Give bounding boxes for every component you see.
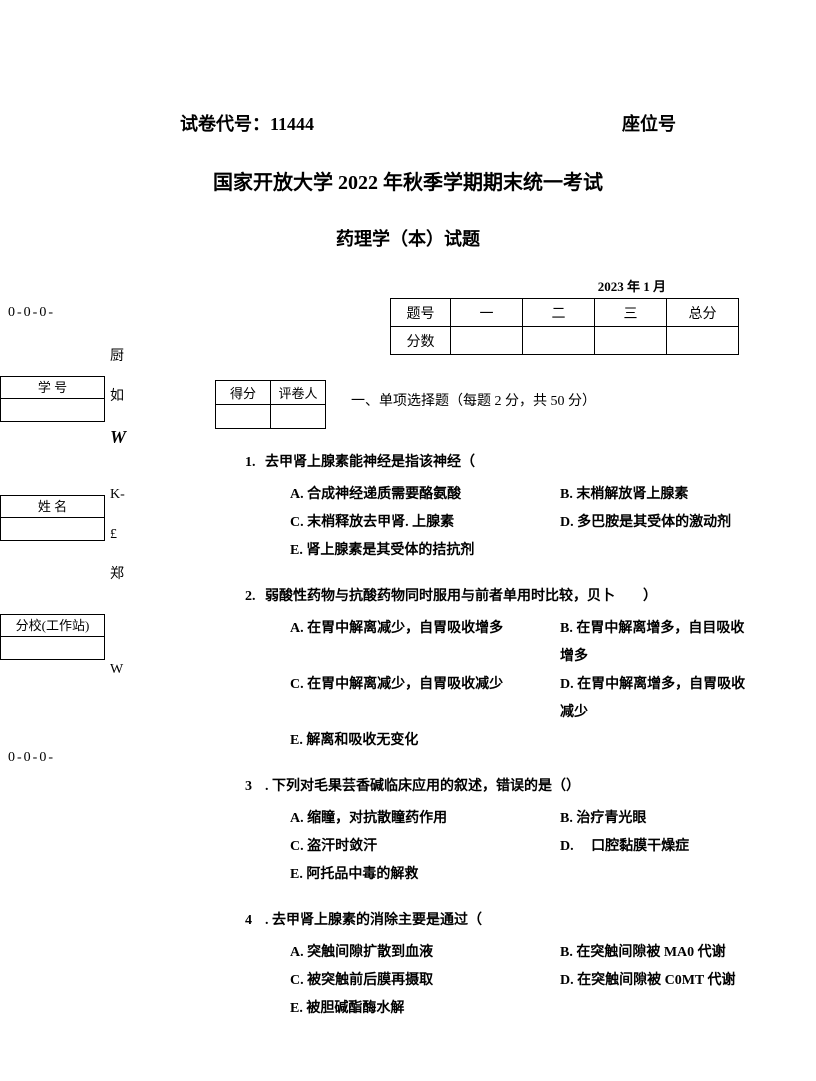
option-row: A. 合成神经递质需要酪氨酸B. 末梢解放肾上腺素 — [290, 481, 756, 509]
th-label: 题号 — [391, 299, 451, 327]
question: 2.弱酸性药物与抗酸药物同时服用与前者单用时比较，贝卜 ） A. 在胃中解离减少，… — [245, 583, 756, 755]
option: D. 口腔黏膜干燥症 — [560, 833, 756, 861]
question-stem: 4. 去甲肾上腺素的消除主要是通过（ — [245, 907, 756, 935]
section-header: 得分 评卷人 一、单项选择题（每题 2 分，共 50 分） — [215, 380, 756, 429]
section-title: 一、单项选择题（每题 2 分，共 50 分） — [351, 380, 596, 410]
option: A. 突触间隙扩散到血液 — [290, 939, 560, 967]
campus-field[interactable] — [1, 637, 104, 659]
binding-sidebar: 0-0-0- 厨 如 W K- £ 郑 W 学 号 姓 名 分校(工作站) 0-… — [0, 305, 140, 774]
cut-marker: 0-0-0- — [8, 305, 140, 321]
th-total: 总分 — [667, 299, 739, 327]
options: A. 在胃中解离减少，自胃吸收增多B. 在胃中解离增多，自目吸收增多C. 在胃中… — [290, 615, 756, 755]
table-row: 题号 一 二 三 总分 — [391, 299, 739, 327]
question: 3. 下列对毛果芸香碱临床应用的叙述，错误的是（） A. 缩瞳，对抗散瞳药作用B.… — [245, 773, 756, 889]
option-row: C. 被突触前后膜再摄取D. 在突触间隙被 C0MT 代谢 — [290, 967, 756, 995]
score-cell[interactable] — [216, 405, 271, 429]
option: C. 盗汗时敛汗 — [290, 833, 560, 861]
score-cell[interactable] — [595, 327, 667, 355]
cut-marker: 0-0-0- — [8, 750, 140, 766]
seat-label: 座位号 — [622, 110, 676, 136]
questions-container: 1.去甲肾上腺素能神经是指该神经（ A. 合成神经递质需要酪氨酸B. 末梢解放肾上… — [215, 449, 756, 1023]
campus-box: 分校(工作站) — [0, 614, 105, 660]
side-char: W — [110, 417, 126, 457]
th-col: 三 — [595, 299, 667, 327]
option: D. 在突触间隙被 C0MT 代谢 — [560, 967, 756, 995]
score-label: 分数 — [391, 327, 451, 355]
question: 4. 去甲肾上腺素的消除主要是通过（ A. 突触间隙扩散到血液B. 在突触间隙被 … — [245, 907, 756, 1023]
main-title: 国家开放大学 2022 年秋季学期期末统一考试 — [60, 166, 756, 195]
score-summary-table: 题号 一 二 三 总分 分数 — [390, 298, 739, 355]
grader-table: 得分 评卷人 — [215, 380, 326, 429]
table-row: 分数 — [391, 327, 739, 355]
option-row: A. 在胃中解离减少，自胃吸收增多B. 在胃中解离增多，自目吸收增多 — [290, 615, 756, 671]
option-row: A. 缩瞳，对抗散瞳药作用B. 治疗青光眼 — [290, 805, 756, 833]
option: B. 末梢解放肾上腺素 — [560, 481, 756, 509]
option: E. 解离和吸收无变化 — [290, 727, 560, 755]
side-char: K- — [110, 475, 126, 515]
grader-hdr: 评卷人 — [271, 381, 326, 405]
options: A. 缩瞳，对抗散瞳药作用B. 治疗青光眼C. 盗汗时敛汗D. 口腔黏膜干燥症E… — [290, 805, 756, 889]
student-id-box: 学 号 — [0, 376, 105, 422]
option-row: C. 末梢释放去甲肾. 上腺素D. 多巴胺是其受体的激动剂 — [290, 509, 756, 537]
option: E. 肾上腺素是其受体的拮抗剂 — [290, 537, 560, 565]
option: B. 在突触间隙被 MA0 代谢 — [560, 939, 756, 967]
question-stem: 2.弱酸性药物与抗酸药物同时服用与前者单用时比较，贝卜 ） — [245, 583, 756, 611]
campus-label: 分校(工作站) — [1, 615, 104, 637]
side-char: 郑 — [110, 555, 126, 595]
option-row: C. 在胃中解离减少，自胃吸收减少D. 在胃中解离增多，自胃吸收减少 — [290, 671, 756, 727]
option-row: C. 盗汗时敛汗D. 口腔黏膜干燥症 — [290, 833, 756, 861]
grader-cell[interactable] — [271, 405, 326, 429]
option: B. 治疗青光眼 — [560, 805, 756, 833]
option: E. 被胆碱酯酶水解 — [290, 995, 560, 1023]
option: B. 在胃中解离增多，自目吸收增多 — [560, 615, 756, 671]
sub-title: 药理学（本）试题 — [60, 225, 756, 251]
content-area: 题号 一 二 三 总分 分数 得分 评卷人 — [215, 298, 756, 1023]
option-row: E. 被胆碱酯酶水解 — [290, 995, 756, 1023]
option-row: E. 肾上腺素是其受体的拮抗剂 — [290, 537, 756, 565]
options: A. 突触间隙扩散到血液B. 在突触间隙被 MA0 代谢C. 被突触前后膜再摄取… — [290, 939, 756, 1023]
option-row: E. 阿托品中毒的解救 — [290, 861, 756, 889]
student-id-field[interactable] — [1, 399, 104, 421]
th-col: 二 — [523, 299, 595, 327]
option: A. 合成神经递质需要酪氨酸 — [290, 481, 560, 509]
exam-date: 2023 年 1 月 — [60, 276, 666, 295]
header-row: 试卷代号：11444 座位号 — [180, 110, 676, 136]
side-char: £ — [110, 515, 126, 555]
option: A. 缩瞳，对抗散瞳药作用 — [290, 805, 560, 833]
side-char: 厨 — [110, 337, 126, 377]
option: C. 被突触前后膜再摄取 — [290, 967, 560, 995]
score-cell[interactable] — [667, 327, 739, 355]
option: D. 在胃中解离增多，自胃吸收减少 — [560, 671, 756, 727]
question-stem: 1.去甲肾上腺素能神经是指该神经（ — [245, 449, 756, 477]
paper-code: 试卷代号：11444 — [180, 110, 314, 136]
question: 1.去甲肾上腺素能神经是指该神经（ A. 合成神经递质需要酪氨酸B. 末梢解放肾上… — [245, 449, 756, 565]
option: D. 多巴胺是其受体的激动剂 — [560, 509, 756, 537]
option: E. 阿托品中毒的解救 — [290, 861, 560, 889]
option-row: A. 突触间隙扩散到血液B. 在突触间隙被 MA0 代谢 — [290, 939, 756, 967]
score-cell[interactable] — [451, 327, 523, 355]
option-row: E. 解离和吸收无变化 — [290, 727, 756, 755]
option: C. 末梢释放去甲肾. 上腺素 — [290, 509, 560, 537]
name-field[interactable] — [1, 518, 104, 540]
side-char: W — [110, 650, 126, 690]
options: A. 合成神经递质需要酪氨酸B. 末梢解放肾上腺素C. 末梢释放去甲肾. 上腺素… — [290, 481, 756, 565]
question-stem: 3. 下列对毛果芸香碱临床应用的叙述，错误的是（） — [245, 773, 756, 801]
name-box: 姓 名 — [0, 495, 105, 541]
option: A. 在胃中解离减少，自胃吸收增多 — [290, 615, 560, 671]
student-id-label: 学 号 — [1, 377, 104, 399]
score-cell[interactable] — [523, 327, 595, 355]
side-characters: 厨 如 W K- £ 郑 W — [110, 337, 126, 690]
name-label: 姓 名 — [1, 496, 104, 518]
score-hdr: 得分 — [216, 381, 271, 405]
side-char: 如 — [110, 377, 126, 417]
th-col: 一 — [451, 299, 523, 327]
option: C. 在胃中解离减少，自胃吸收减少 — [290, 671, 560, 727]
